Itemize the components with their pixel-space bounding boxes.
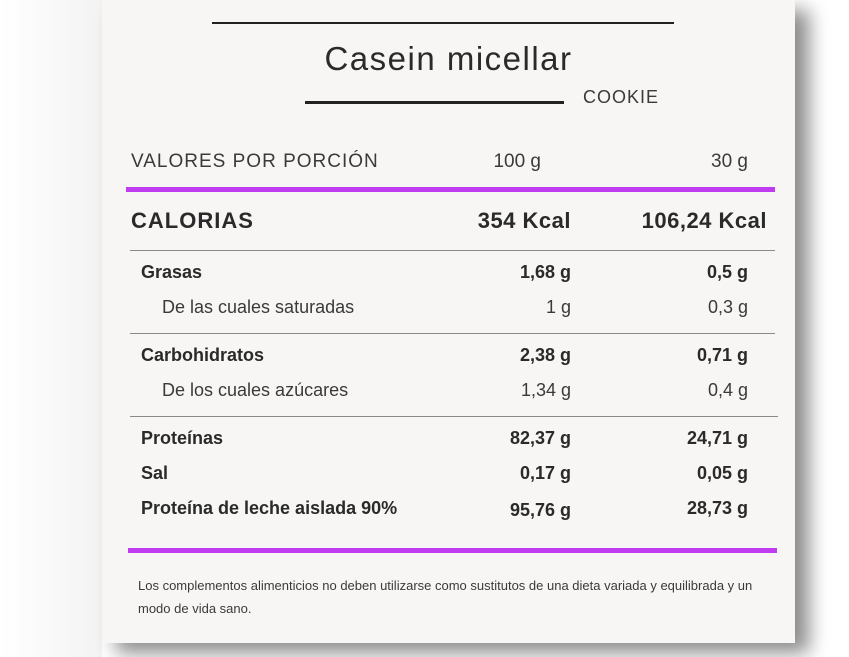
row-label: Grasas (141, 262, 203, 282)
row-30g: 0,05 g (696, 463, 748, 483)
row-100g: 1,34 g (520, 380, 571, 400)
row-label: Carbohidratos (141, 345, 265, 365)
background (0, 0, 102, 657)
calories-30g: 106,24 Kcal (641, 208, 767, 233)
header-col-100g: 100 g (493, 151, 541, 172)
row-label: Sal (141, 463, 169, 483)
flavor-label: COOKIE (583, 87, 660, 107)
accent-divider-bottom (128, 548, 777, 553)
row-100g: 82,37 g (509, 428, 571, 448)
calories-100g: 354 Kcal (477, 208, 571, 233)
row-30g: 28,73 g (686, 498, 748, 518)
row-30g: 0,5 g (706, 262, 748, 282)
nutrition-label: Casein micellar COOKIE VALORES POR PORCI… (102, 0, 795, 643)
row-label: De los cuales azúcares (162, 380, 349, 400)
row-label: Proteínas (141, 428, 224, 448)
title-underline (305, 101, 564, 104)
row-30g: 0,71 g (696, 345, 748, 365)
row-100g: 2,38 g (519, 345, 571, 365)
header-label: VALORES POR PORCIÓN (131, 151, 379, 172)
row-30g: 0,4 g (707, 380, 748, 400)
product-name: Casein micellar (324, 40, 573, 77)
row-label: De las cuales saturadas (162, 297, 355, 317)
row-100g: 1,68 g (519, 262, 571, 282)
divider (130, 250, 775, 251)
top-divider (212, 22, 674, 24)
calories-label: CALORIAS (131, 208, 254, 233)
header-col-30g: 30 g (711, 151, 748, 172)
divider (130, 333, 775, 334)
row-30g: 0,3 g (707, 297, 748, 317)
row-100g: 0,17 g (519, 463, 571, 483)
divider (130, 416, 778, 417)
row-label: Proteína de leche aislada 90% (141, 498, 398, 518)
row-100g: 95,76 g (509, 500, 571, 520)
footnote: Los complementos alimenticios no deben u… (138, 578, 753, 616)
accent-divider-top (126, 187, 775, 192)
row-30g: 24,71 g (686, 428, 748, 448)
row-100g: 1 g (545, 297, 571, 317)
